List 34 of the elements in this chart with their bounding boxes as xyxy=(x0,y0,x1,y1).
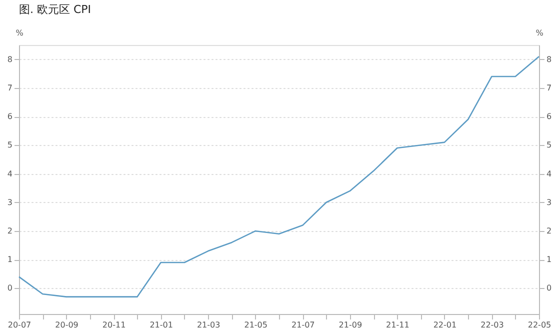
line-series xyxy=(18,56,540,298)
y2-tick-label: 4 xyxy=(546,169,552,178)
y-tick-label: 1 xyxy=(7,255,12,264)
y2-tick-label: 3 xyxy=(546,198,552,207)
y2-tick-label: 0 xyxy=(546,284,552,293)
x-tick-label: 22-05 xyxy=(528,320,552,330)
x-tick-label: 21-09 xyxy=(338,320,362,330)
chart-title: 图. 欧元区 CPI xyxy=(19,3,92,16)
y-tick-label: 6 xyxy=(7,112,12,122)
y2-tick-label: 6 xyxy=(546,112,552,122)
y2-tick-label: 5 xyxy=(546,140,552,150)
y-tick-label: 3 xyxy=(7,198,12,207)
x-tick-label: 22-01 xyxy=(433,320,457,330)
x-tick-label: 22-03 xyxy=(480,320,504,330)
x-tick-label: 21-01 xyxy=(150,320,173,330)
x-tick-label: 21-03 xyxy=(196,320,220,330)
x-tick-label: 20-09 xyxy=(55,320,78,330)
y-tick-label: 2 xyxy=(7,226,12,236)
y-tick-label: 5 xyxy=(7,140,12,150)
y-axis-title: % xyxy=(16,28,24,38)
y-tick-label: 4 xyxy=(7,169,12,178)
y-tick-label: 8 xyxy=(7,54,12,64)
x-tick-label: 20-07 xyxy=(8,320,32,330)
y-tick-label: 0 xyxy=(7,284,12,293)
y-tick-label: 7 xyxy=(7,83,12,92)
y2-axis-title: % xyxy=(536,28,544,38)
y2-tick-label: 7 xyxy=(546,83,552,92)
y2-tick-label: 2 xyxy=(546,226,552,236)
y2-tick-label: 8 xyxy=(546,54,552,64)
y2-tick-label: 1 xyxy=(546,255,552,264)
x-tick-label: 21-11 xyxy=(386,320,410,330)
x-tick-label: 21-07 xyxy=(292,320,315,330)
x-tick-label: 20-11 xyxy=(102,320,126,330)
x-tick-label: 21-05 xyxy=(244,320,268,330)
